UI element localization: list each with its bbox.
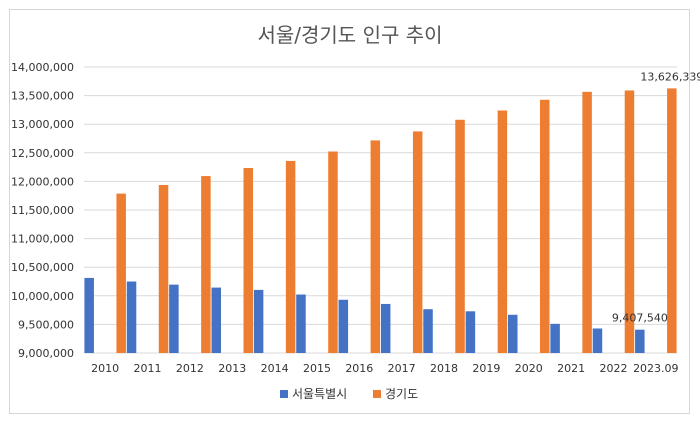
bar-seoul [508,314,518,353]
x-tick-label: 2018 [430,362,458,375]
legend-label: 경기도 [385,387,418,401]
bar-seoul [338,299,349,353]
bar-seoul [465,311,476,353]
data-label: 13,626,339 [640,70,700,83]
x-tick-label: 2020 [515,362,543,375]
bars [84,88,677,353]
legend-label: 서울특별시 [292,387,347,401]
y-tick-label: 11,500,000 [11,204,74,217]
data-label: 9,407,540 [612,312,668,325]
y-tick-label: 12,000,000 [11,175,74,188]
bar-seoul [635,329,645,353]
legend-swatch [373,390,381,398]
bar-gyeonggi [624,90,635,353]
bar-seoul [380,303,391,353]
x-tick-label: 2021 [557,362,585,375]
x-tick-label: 2010 [91,362,119,375]
y-tick-label: 11,000,000 [11,233,74,246]
x-tick-label: 2017 [388,362,416,375]
bar-gyeonggi [582,91,592,353]
bar-gyeonggi [370,140,381,353]
bar-gyeonggi [667,88,677,353]
bar-seoul [211,287,221,353]
bar-gyeonggi [455,119,465,353]
bar-gyeonggi [116,193,126,353]
x-tick-label: 2019 [472,362,500,375]
x-tick-label: 2022 [599,362,627,375]
y-tick-label: 12,500,000 [11,147,74,160]
bar-seoul [84,277,94,353]
bar-seoul [126,281,137,353]
bar-seoul [423,309,433,353]
bar-gyeonggi [540,99,550,353]
y-tick-label: 13,000,000 [11,118,74,131]
chart-title: 서울/경기도 인구 추이 [257,23,442,47]
y-tick-label: 10,000,000 [11,290,74,303]
bar-seoul [550,323,560,353]
data-labels: 9,407,540 13,626,339 [612,70,700,324]
x-axis-ticks: 2010 2011 2012 2013 2014 2015 2016 2017 2018 2019… [91,362,678,375]
bar-gyeonggi [285,160,296,353]
bar-seoul [296,294,306,353]
bar-gyeonggi [328,151,338,353]
y-tick-label: 9,000,000 [18,347,74,360]
bar-seoul [169,284,179,353]
bar-gyeonggi [201,176,211,353]
bar-seoul [253,289,264,353]
x-tick-label: 2016 [345,362,373,375]
y-tick-label: 14,000,000 [11,61,74,74]
bar-gyeonggi [412,131,423,353]
legend: 서울특별시 경기도 [280,387,418,401]
x-tick-label: 2014 [261,362,289,375]
y-tick-label: 13,500,000 [11,90,74,103]
y-tick-label: 10,500,000 [11,261,74,274]
x-tick-label: 2023.09 [633,362,679,375]
gridlines [84,66,677,354]
bar-gyeonggi [158,184,169,353]
x-tick-label: 2013 [218,362,246,375]
x-tick-label: 2011 [134,362,162,375]
x-tick-label: 2012 [176,362,204,375]
bar-seoul [592,328,603,353]
x-tick-label: 2015 [303,362,331,375]
y-axis-ticks: 9,000,000 9,500,000 10,000,000 10,500,000 11… [11,61,74,360]
bar-gyeonggi [497,110,508,353]
bar-gyeonggi [243,167,253,353]
legend-swatch [280,390,288,398]
y-tick-label: 9,500,000 [18,318,74,331]
